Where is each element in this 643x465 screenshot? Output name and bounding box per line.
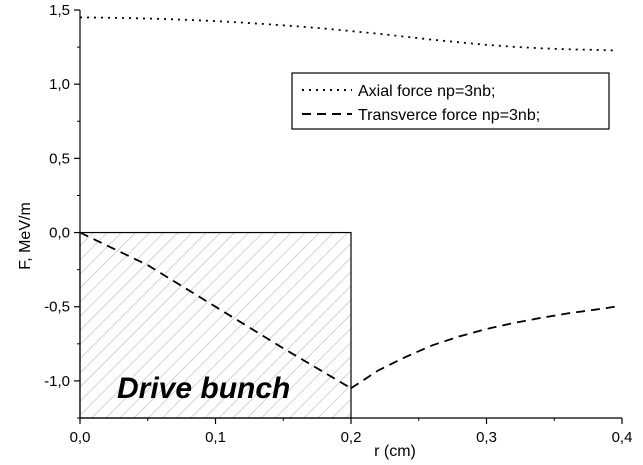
y-axis-title: F, MeV/m bbox=[17, 202, 34, 270]
x-tick-label: 0,1 bbox=[205, 429, 226, 446]
x-tick-label: 0,3 bbox=[476, 429, 497, 446]
x-tick-label: 0,4 bbox=[612, 429, 633, 446]
drive-bunch-label: Drive bunch bbox=[117, 372, 290, 405]
legend-label-axial: Axial force np=3nb; bbox=[358, 83, 495, 100]
series-line-transverse-segment-2 bbox=[350, 305, 616, 390]
legend-label-transverse: Transverce force np=3nb; bbox=[358, 107, 540, 124]
series-line-axial bbox=[79, 16, 616, 52]
drive-bunch-region-layer: Drive bunch bbox=[79, 231, 352, 419]
legend: Axial force np=3nb; Transverce force np=… bbox=[291, 72, 610, 130]
x-axis-title: r (cm) bbox=[374, 443, 416, 460]
series-layer bbox=[79, 16, 616, 390]
legend-box bbox=[291, 72, 610, 130]
y-tick-label: -1,0 bbox=[44, 373, 70, 390]
y-tick-label: 0,5 bbox=[49, 150, 70, 167]
x-tick-label: 0,0 bbox=[70, 429, 91, 446]
y-tick-label: 1,0 bbox=[49, 76, 70, 93]
ticks-layer: 0,0 0,1 0,2 0,3 0,4 -1,0 -0,5 0,0 0,5 1,0 1,5 bbox=[44, 2, 632, 446]
y-tick-label: 0,0 bbox=[49, 225, 70, 242]
series-line-transverse-segment-1 bbox=[79, 231, 352, 390]
y-tick-label: 1,5 bbox=[49, 2, 70, 19]
y-tick-label: -0,5 bbox=[44, 299, 70, 316]
x-tick-label: 0,2 bbox=[341, 429, 362, 446]
drive-bunch-region bbox=[79, 231, 352, 419]
